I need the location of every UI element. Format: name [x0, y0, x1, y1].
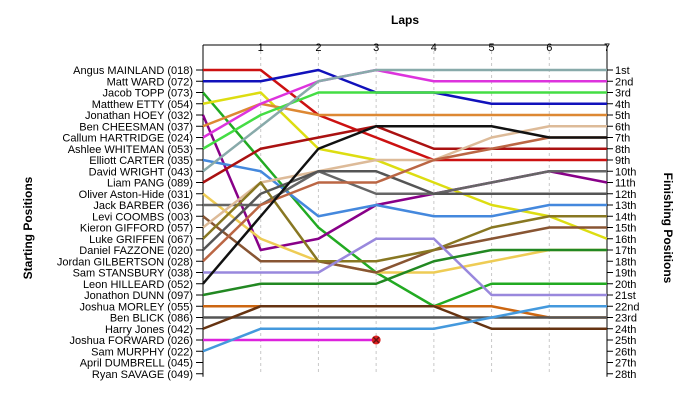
driver-label: David WRIGHT (043)	[89, 166, 193, 178]
driver-line	[202, 305, 607, 330]
lap-tick-label: 2	[315, 42, 321, 54]
driver-label: Leon HILLEARD (052)	[83, 279, 193, 291]
finishing-position-label: 7th	[615, 133, 630, 145]
driver-label: Jordan GILBERTSON (028)	[57, 256, 193, 268]
driver-label: Callum HARTRIDGE (024)	[62, 133, 193, 145]
lap-tick-label: 3	[373, 42, 379, 54]
finishing-position-label: 28th	[615, 369, 636, 381]
driver-label: Ben CHEESMAN (037)	[79, 121, 193, 133]
driver-label: Matt WARD (072)	[107, 76, 193, 88]
driver-label: Ben BLICK (086)	[110, 313, 193, 325]
finishing-position-label: 8th	[615, 144, 630, 156]
driver-label: Luke GRIFFEN (067)	[89, 234, 193, 246]
finishing-position-label: 21st	[615, 290, 636, 302]
driver-label: Ryan SAVAGE (049)	[92, 369, 193, 381]
finishing-position-label: 4th	[615, 99, 630, 111]
finishing-position-label: 16th	[615, 234, 636, 246]
driver-label: Jacob TOPP (073)	[103, 88, 194, 100]
driver-label: Daniel FAZZONE (020)	[79, 245, 193, 257]
starting-position-labels: Angus MAINLAND (018)Matt WARD (072)Jacob…	[57, 65, 203, 381]
driver-line	[202, 181, 607, 263]
driver-label: Elliott CARTER (035)	[89, 155, 193, 167]
finishing-position-label: 6th	[615, 121, 630, 133]
finishing-position-labels: 1st2nd3rd4th5th6th7th8th9th10th11th12th1…	[607, 65, 639, 381]
finishing-position-label: 25th	[615, 335, 636, 347]
lap-tick-label: 1	[258, 42, 264, 54]
driver-line	[202, 305, 607, 353]
driver-line	[202, 248, 607, 297]
finishing-position-label: 12th	[615, 189, 636, 201]
finishing-position-label: 19th	[615, 268, 636, 280]
finishing-position-label: 22nd	[615, 301, 639, 313]
driver-line	[202, 102, 607, 128]
driver-label: Oliver Aston-Hide (031)	[79, 189, 193, 201]
finishing-position-label: 20th	[615, 279, 636, 291]
finishing-position-label: 13th	[615, 200, 636, 212]
driver-label: Ashlee WHITEMAN (053)	[68, 144, 193, 156]
lap-tick-label: 7	[604, 42, 610, 54]
finishing-position-label: 17th	[615, 245, 636, 257]
finishing-position-label: 9th	[615, 155, 630, 167]
driver-label: April DUMBRELL (045)	[80, 358, 193, 370]
driver-label: Harry Jones (042)	[105, 324, 193, 336]
finishing-position-label: 27th	[615, 358, 636, 370]
finishing-position-label: 11th	[615, 178, 636, 190]
lap-tick-label: 6	[546, 42, 552, 54]
retired-marker-cross	[372, 336, 380, 344]
driver-label: Jonathan HOEY (032)	[85, 110, 193, 122]
lap-tick-label: 5	[489, 42, 495, 54]
driver-line	[202, 91, 607, 150]
finishing-positions-label: Finishing Positions	[661, 173, 675, 284]
driver-label: Sam MURPHY (022)	[91, 346, 193, 358]
driver-line	[202, 158, 607, 218]
finishing-position-label: 2nd	[615, 76, 633, 88]
finishing-position-label: 10th	[615, 166, 636, 178]
driver-line	[202, 170, 607, 251]
driver-line	[202, 125, 607, 229]
driver-line	[202, 68, 607, 139]
driver-label: Joshua MORLEY (055)	[79, 301, 193, 313]
driver-line	[202, 215, 607, 274]
finishing-position-label: 24th	[615, 324, 636, 336]
driver-label: Sam STANSBURY (038)	[73, 268, 193, 280]
driver-line	[203, 237, 607, 297]
driver-label: Joshua FORWARD (026)	[70, 335, 193, 347]
driver-label: Levi COOMBS (003)	[92, 211, 193, 223]
finishing-position-label: 26th	[615, 346, 636, 358]
driver-line	[203, 68, 607, 162]
driver-label: Jack BARBER (036)	[93, 200, 193, 212]
finishing-position-label: 1st	[615, 65, 630, 77]
driver-label: Liam PANG (089)	[107, 178, 193, 190]
driver-line	[202, 125, 607, 285]
chart-title: Laps	[391, 13, 419, 27]
retired-marker	[371, 335, 381, 345]
finishing-position-label: 5th	[615, 110, 630, 122]
series-lines	[201, 68, 608, 353]
starting-positions-label: Starting Positions	[21, 176, 35, 279]
driver-line	[202, 125, 607, 184]
finishing-position-label: 15th	[615, 223, 636, 235]
driver-line	[203, 170, 607, 207]
driver-line	[202, 91, 607, 308]
retired-markers	[371, 335, 381, 345]
finishing-position-label: 14th	[615, 211, 636, 223]
driver-label: Kieron GIFFORD (057)	[80, 223, 193, 235]
driver-label: Jonathon DUNN (097)	[84, 290, 193, 302]
driver-line	[202, 136, 607, 263]
driver-label: Matthew ETTY (054)	[92, 99, 193, 111]
lap-ticks: 1 2 3 4 5 6 7	[258, 42, 610, 54]
finishing-position-label: 18th	[615, 256, 636, 268]
lap-tick-label: 4	[431, 42, 437, 54]
grid	[202, 44, 608, 377]
driver-line	[202, 68, 607, 173]
driver-label: Angus MAINLAND (018)	[73, 65, 193, 77]
finishing-position-label: 3rd	[615, 88, 631, 100]
finishing-position-label: 23rd	[615, 313, 637, 325]
